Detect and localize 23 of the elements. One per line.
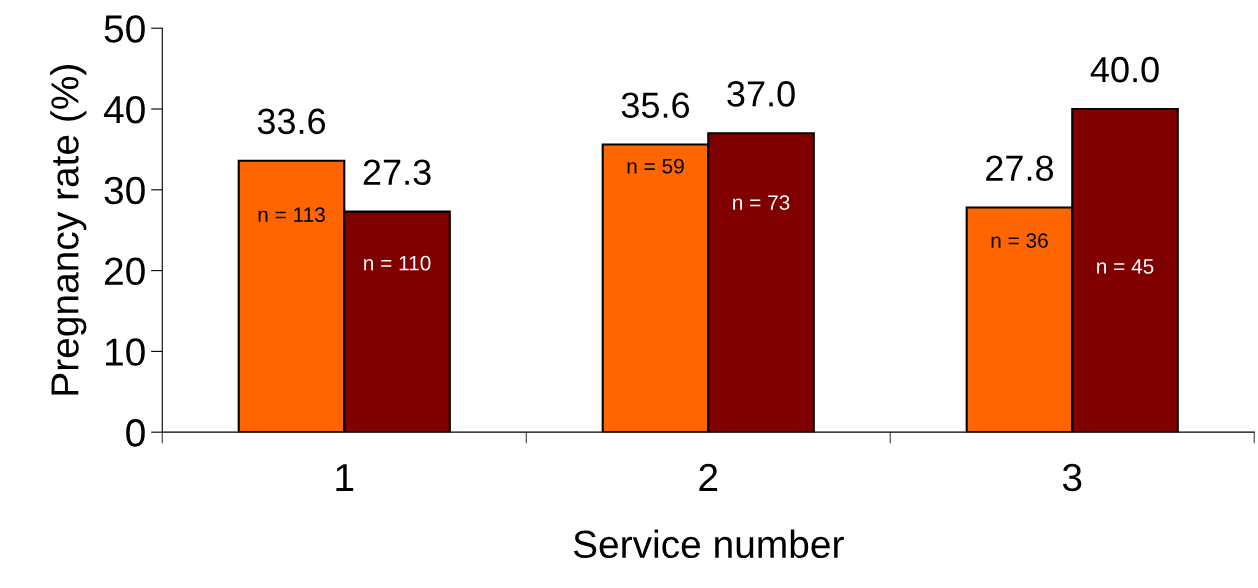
data-label: 27.8 [986,155,1054,181]
x-tick-label: 2 [699,463,718,491]
y-tick-label: 30 [104,176,145,205]
x-tick-label: 1 [336,464,354,491]
y-tick-label: 50 [104,15,145,43]
data-label: 33.6 [257,108,326,135]
annotation: n = 45 [1097,259,1154,274]
annotation: n = 110 [364,255,431,271]
y-tick-label: 20 [105,257,145,286]
data-label: 37.0 [727,81,795,107]
data-label: 40.0 [1090,56,1159,83]
y-axis-title: Pregnancy rate (%) [50,65,87,395]
data-label: 27.3 [363,159,431,186]
x-tick-label: 3 [1062,463,1082,492]
y-tick-label: 10 [106,338,145,366]
x-axis-title: Service number [573,529,844,559]
annotation: n = 73 [733,195,790,210]
y-tick-label: 0 [126,419,145,447]
annotation: n = 59 [627,158,684,174]
annotation: n = 113 [258,207,325,223]
annotation: n = 36 [991,233,1048,248]
data-label: 35.6 [621,92,690,118]
y-tick-label: 40 [103,95,145,124]
